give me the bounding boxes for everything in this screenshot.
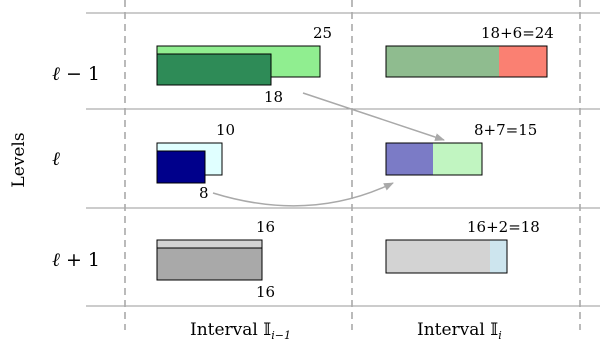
left-block-prev-inner-value: 18 — [264, 88, 283, 106]
right-block-current-first — [386, 143, 433, 175]
left-block-prev-outer-value: 25 — [313, 24, 332, 42]
left-block-next-inner — [156, 247, 263, 281]
interval-label-current: Interval 𝕀i — [417, 320, 502, 342]
right-block-prev-label: 18+6=24 — [481, 24, 554, 42]
right-block-current-second — [433, 143, 482, 175]
right-block-next-label: 16+2=18 — [467, 218, 540, 236]
left-block-current-outer-value: 10 — [216, 121, 235, 139]
right-block-next-frame — [385, 239, 508, 274]
arrow-current-to-next — [212, 182, 394, 207]
right-block-prev-frame — [385, 45, 548, 78]
level-label-prev: ℓ − 1 — [52, 63, 100, 85]
left-block-current-inner — [156, 150, 206, 184]
left-block-next-outer — [156, 239, 263, 249]
left-block-next-inner-value: 16 — [256, 283, 275, 301]
right-block-next-first — [386, 240, 490, 273]
right-block-next-second — [490, 240, 507, 273]
y-axis-label: Levels — [9, 132, 29, 187]
right-block-current-label: 8+7=15 — [474, 121, 537, 139]
arrow-prev-to-current — [302, 92, 445, 141]
right-block-prev-second — [499, 46, 547, 77]
left-block-current-inner-value: 8 — [199, 184, 209, 202]
interval-label-prev: Interval 𝕀i−1 — [190, 320, 291, 342]
right-block-current-frame — [385, 142, 483, 176]
left-block-prev-inner — [156, 53, 272, 86]
level-label-current: ℓ — [52, 148, 60, 170]
level-label-next: ℓ + 1 — [52, 249, 100, 271]
left-block-next-outer-value: 16 — [256, 218, 275, 236]
right-block-prev-first — [386, 46, 499, 77]
